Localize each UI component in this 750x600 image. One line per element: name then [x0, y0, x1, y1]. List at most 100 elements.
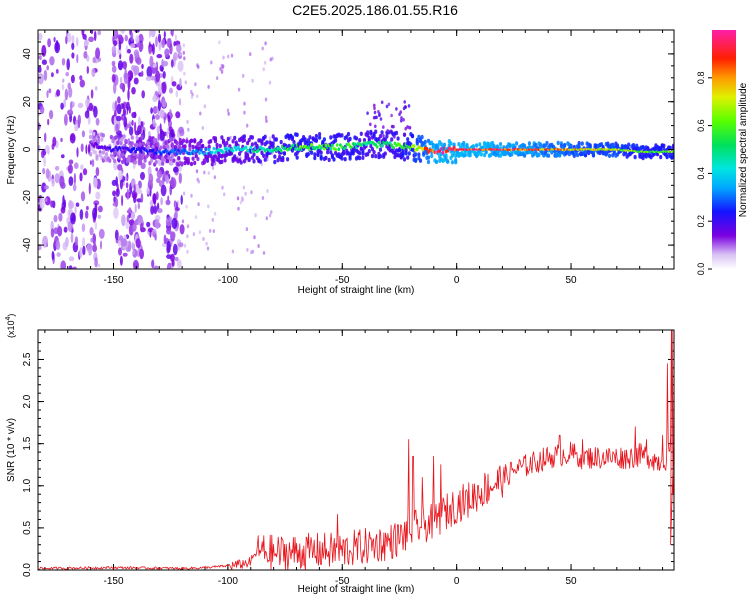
noise-blob — [53, 36, 56, 43]
noise-blob — [213, 211, 217, 216]
noise-blob — [114, 229, 119, 241]
noise-blob — [166, 228, 172, 235]
track-core — [204, 147, 208, 152]
noise-blob — [128, 213, 131, 219]
track-halo — [250, 135, 254, 140]
noise-blob — [169, 87, 173, 94]
track-halo — [463, 152, 467, 158]
noise-blob — [97, 214, 102, 219]
noise-blob — [178, 126, 184, 134]
noise-blob — [271, 56, 274, 61]
track-halo — [215, 142, 219, 148]
noise-blob — [266, 189, 269, 193]
track-halo — [539, 144, 543, 149]
track-halo — [148, 135, 152, 140]
noise-blob — [183, 71, 186, 76]
noise-blob — [53, 227, 59, 235]
noise-blob — [237, 206, 240, 211]
noise-blob — [93, 105, 98, 118]
track-core — [388, 141, 392, 145]
noise-blob — [80, 191, 86, 202]
track-halo — [378, 154, 383, 159]
track-halo — [250, 155, 254, 160]
noise-blob — [133, 65, 140, 76]
track-halo — [633, 154, 637, 160]
noise-blob — [227, 111, 230, 116]
track-halo — [165, 158, 170, 164]
noise-blob — [154, 218, 160, 230]
track-halo — [334, 138, 338, 143]
noise-blob — [172, 243, 178, 256]
noise-blob — [127, 70, 134, 81]
track-halo — [263, 157, 267, 162]
track-halo — [439, 142, 443, 147]
noise-blob — [167, 115, 171, 123]
noise-blob — [152, 63, 157, 68]
track-halo — [327, 157, 331, 163]
track-halo — [286, 157, 290, 162]
noise-blob — [270, 210, 273, 215]
noise-blob — [90, 237, 94, 243]
noise-blob — [83, 39, 90, 47]
noise-blob — [173, 41, 176, 47]
noise-blob — [194, 82, 197, 87]
noise-blob — [65, 72, 69, 77]
noise-blob — [169, 179, 175, 186]
track-core — [297, 147, 301, 151]
track-halo — [322, 137, 326, 142]
noise-blob — [60, 137, 63, 143]
track-halo — [627, 142, 631, 147]
snr-y-tick-label: 0.0 — [22, 563, 33, 577]
track-core — [353, 142, 357, 146]
track-halo — [101, 133, 105, 138]
track-halo — [426, 159, 431, 165]
noise-blob — [125, 221, 130, 230]
track-halo — [436, 143, 440, 148]
plume-blob — [385, 104, 389, 109]
noise-blob — [242, 185, 246, 190]
y-tick-label: -40 — [22, 237, 33, 252]
noise-blob — [44, 132, 47, 143]
plume-blob — [369, 122, 372, 127]
noise-blob — [156, 125, 160, 134]
noise-blob — [176, 259, 182, 269]
track-halo — [262, 153, 266, 158]
track-halo — [468, 153, 472, 158]
noise-blob — [157, 100, 162, 112]
noise-blob — [76, 54, 79, 64]
noise-blob — [87, 115, 91, 125]
spectrogram-y-axis-label: Frequency (Hz) — [6, 116, 17, 185]
track-halo — [374, 154, 378, 159]
track-halo — [523, 153, 527, 158]
noise-blob — [111, 45, 117, 55]
noise-blob — [86, 66, 90, 74]
noise-blob — [121, 113, 124, 121]
track-halo — [471, 144, 475, 149]
track-core — [244, 145, 248, 150]
track-halo — [362, 138, 367, 143]
track-halo — [483, 141, 487, 146]
track-halo — [265, 140, 269, 145]
plume-blob — [378, 112, 381, 116]
noise-blob — [68, 176, 74, 187]
track-halo — [233, 135, 237, 141]
noise-blob — [41, 182, 47, 193]
snr-series-line — [38, 330, 674, 570]
noise-blob — [39, 105, 45, 115]
track-halo — [449, 141, 453, 146]
noise-blob — [181, 219, 185, 224]
track-halo — [193, 138, 197, 143]
noise-blob — [91, 68, 96, 78]
noise-blob — [153, 205, 158, 215]
track-halo — [143, 158, 147, 163]
noise-blob — [137, 116, 141, 128]
track-core — [114, 145, 118, 150]
noise-blob — [148, 46, 152, 55]
track-core — [154, 151, 158, 155]
track-halo — [329, 150, 333, 155]
track-halo — [172, 158, 176, 163]
noise-blob — [115, 188, 120, 197]
track-core — [294, 147, 297, 151]
track-halo — [109, 134, 113, 140]
noise-blob — [213, 175, 217, 180]
